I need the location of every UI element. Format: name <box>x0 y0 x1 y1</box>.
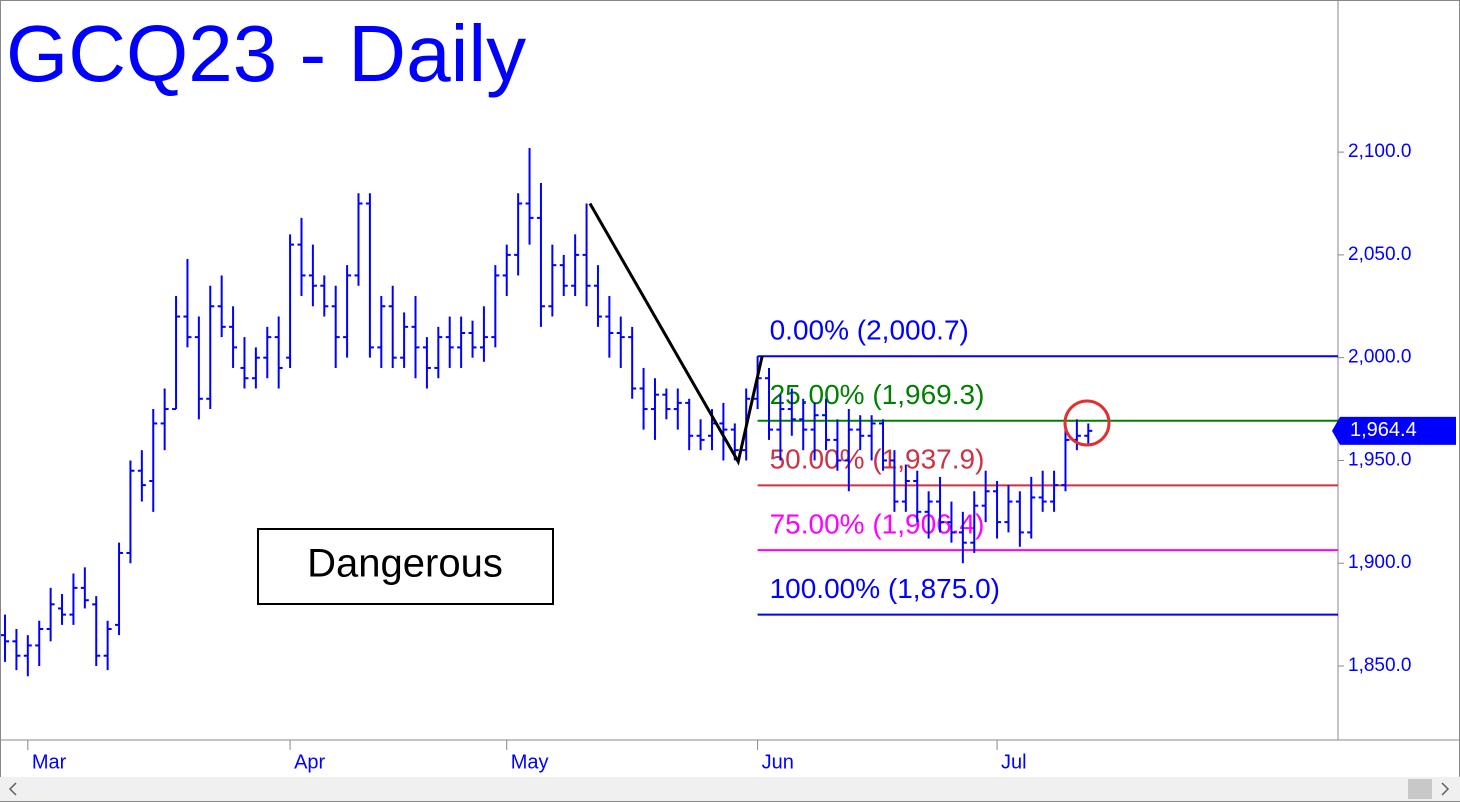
chart-title: GCQ23 - Daily <box>6 9 526 98</box>
scroll-right[interactable] <box>1441 782 1450 796</box>
fib-label: 75.00% (1,906.4) <box>770 508 985 539</box>
fib-label: 50.00% (1,937.9) <box>770 444 985 475</box>
y-tick-label: 2,050.0 <box>1348 244 1411 265</box>
scroll-thumb[interactable] <box>1408 779 1432 799</box>
y-tick-label: 2,000.0 <box>1348 347 1411 368</box>
plot: 0.00% (2,000.7) 25.00% (1,969.3) 50.00% (1… <box>1 148 1338 677</box>
fib-label: 100.00% (1,875.0) <box>770 573 1000 604</box>
price-marker-arrow <box>1332 416 1340 445</box>
fib-label: 25.00% (1,969.3) <box>770 379 985 410</box>
y-tick-label: 1,950.0 <box>1348 449 1411 470</box>
highlight-circle <box>1063 399 1111 447</box>
x-tick-label: Mar <box>32 751 67 773</box>
price-marker-label: 1,964.4 <box>1350 419 1417 441</box>
annotation-box <box>257 528 554 605</box>
y-tick-label: 1,850.0 <box>1348 655 1411 676</box>
price-marker <box>1340 416 1456 445</box>
fib-label: 0.00% (2,000.7) <box>770 315 969 346</box>
annotation-text: Dangerous <box>307 542 503 586</box>
x-tick-label: Jun <box>762 751 794 773</box>
x-tick-label: May <box>511 751 549 773</box>
y-tick-label: 2,100.0 <box>1348 141 1411 162</box>
scroll-track <box>0 777 1460 801</box>
swing-line <box>588 202 764 466</box>
x-tick-label: Jul <box>1001 751 1027 773</box>
y-tick-label: 1,900.0 <box>1348 552 1411 573</box>
x-tick-label: Apr <box>294 751 325 773</box>
scroll-left[interactable] <box>8 782 17 796</box>
scrollbar[interactable] <box>0 777 1460 801</box>
